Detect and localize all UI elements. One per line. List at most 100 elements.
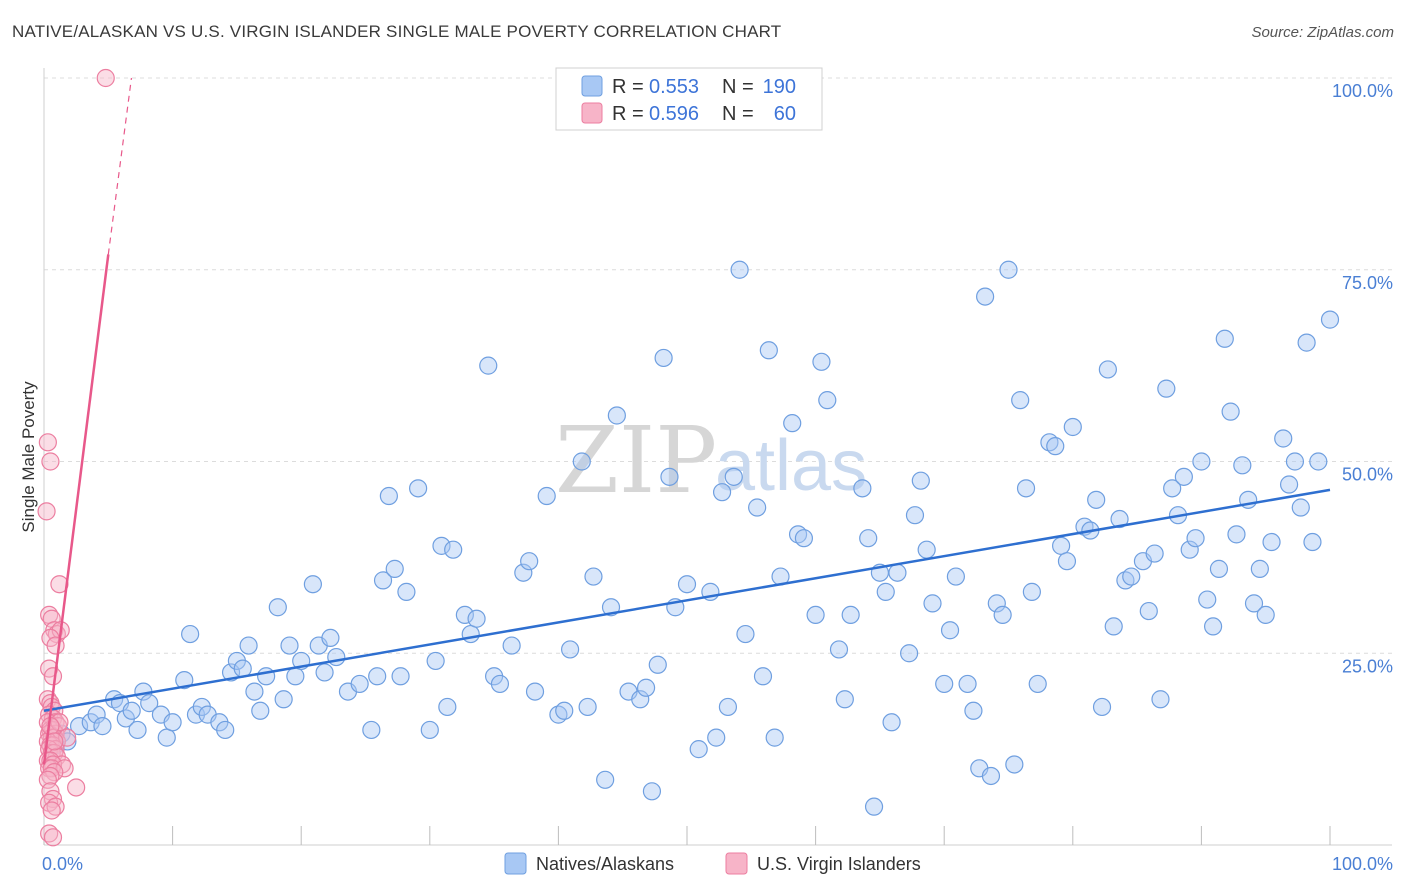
native-point-108 bbox=[859, 529, 878, 548]
native-point-27 bbox=[239, 636, 258, 655]
native-point-103 bbox=[818, 391, 837, 410]
native-point-70 bbox=[572, 452, 591, 471]
virgin-point-52 bbox=[42, 801, 61, 820]
native-point-6 bbox=[93, 717, 112, 736]
native-point-10 bbox=[122, 701, 141, 720]
native-point-107 bbox=[853, 479, 872, 498]
native-point-42 bbox=[350, 674, 369, 694]
native-point-54 bbox=[438, 697, 457, 717]
native-point-48 bbox=[391, 667, 410, 686]
native-point-94 bbox=[753, 667, 773, 686]
virgin-point-1 bbox=[41, 452, 60, 471]
native-point-175 bbox=[1291, 498, 1310, 517]
legend-swatch-pink bbox=[581, 102, 603, 124]
native-point-31 bbox=[268, 598, 287, 617]
native-point-170 bbox=[1256, 605, 1275, 625]
native-point-62 bbox=[502, 636, 521, 655]
native-point-136 bbox=[1046, 437, 1065, 456]
native-point-79 bbox=[642, 782, 662, 801]
native-point-169 bbox=[1250, 559, 1269, 578]
legend-r-label-2: R = bbox=[612, 103, 644, 125]
native-point-133 bbox=[1022, 582, 1041, 601]
native-point-29 bbox=[251, 701, 270, 720]
y-tick-label-0: 25.0% bbox=[1342, 656, 1393, 676]
native-point-66 bbox=[537, 486, 556, 506]
native-point-43 bbox=[362, 720, 381, 740]
native-point-146 bbox=[1110, 509, 1129, 529]
virgin-point-55 bbox=[96, 68, 115, 88]
native-point-88 bbox=[712, 483, 732, 502]
native-point-176 bbox=[1297, 333, 1316, 352]
native-point-59 bbox=[479, 356, 498, 375]
native-point-68 bbox=[555, 701, 574, 720]
native-point-127 bbox=[987, 594, 1006, 613]
legend-n-value-1: 190 bbox=[763, 76, 796, 98]
native-point-101 bbox=[806, 605, 825, 625]
native-point-118 bbox=[923, 594, 942, 613]
native-point-84 bbox=[677, 575, 697, 594]
native-point-44 bbox=[368, 667, 387, 686]
source-text: Source: ZipAtlas.com bbox=[1251, 24, 1394, 41]
native-point-119 bbox=[935, 674, 954, 694]
native-point-139 bbox=[1063, 417, 1082, 437]
trend-lines bbox=[42, 77, 1331, 765]
native-point-23 bbox=[216, 720, 235, 740]
legend-r-value-2: 0.596 bbox=[649, 103, 699, 125]
series-natives-alaskans bbox=[46, 260, 1340, 816]
virgin-point-2 bbox=[37, 502, 56, 521]
native-point-11 bbox=[128, 720, 147, 740]
native-point-130 bbox=[1005, 755, 1024, 774]
virgin-point-47 bbox=[67, 778, 86, 797]
native-point-51 bbox=[420, 720, 439, 740]
native-point-117 bbox=[917, 540, 936, 559]
natives-trend-line bbox=[43, 488, 1331, 713]
native-point-142 bbox=[1087, 490, 1106, 509]
native-point-172 bbox=[1274, 429, 1293, 448]
legend-swatch-blue bbox=[581, 75, 603, 97]
native-point-128 bbox=[993, 605, 1012, 625]
native-point-178 bbox=[1309, 452, 1328, 471]
native-point-36 bbox=[303, 575, 322, 594]
legend-n-label-2: N = bbox=[722, 103, 754, 125]
native-point-144 bbox=[1098, 360, 1117, 379]
native-point-32 bbox=[274, 690, 293, 709]
native-point-61 bbox=[490, 674, 510, 694]
legend-box: R = 0.553 N = 190 R = 0.596 N = 60 bbox=[555, 67, 823, 131]
virgin-point-46 bbox=[38, 770, 57, 789]
native-point-52 bbox=[426, 651, 445, 671]
native-point-28 bbox=[245, 682, 264, 701]
native-point-157 bbox=[1180, 540, 1199, 559]
x-tick-label-start: 0.0% bbox=[42, 854, 83, 874]
native-point-47 bbox=[385, 559, 404, 578]
native-point-143 bbox=[1092, 697, 1112, 717]
native-point-38 bbox=[315, 663, 334, 682]
native-point-40 bbox=[327, 647, 346, 667]
virgin-trend-extension bbox=[107, 77, 133, 255]
native-point-163 bbox=[1215, 329, 1234, 348]
native-point-100 bbox=[794, 529, 814, 548]
native-point-174 bbox=[1285, 452, 1305, 471]
native-point-179 bbox=[1320, 310, 1340, 329]
native-point-106 bbox=[841, 605, 860, 625]
native-point-64 bbox=[520, 552, 539, 571]
native-point-75 bbox=[607, 406, 626, 425]
native-point-145 bbox=[1104, 617, 1123, 636]
grid-layer bbox=[44, 77, 1392, 654]
native-point-132 bbox=[1016, 479, 1036, 498]
native-point-153 bbox=[1157, 379, 1176, 398]
chart-title: NATIVE/ALASKAN VS U.S. VIRGIN ISLANDER S… bbox=[12, 22, 782, 41]
native-point-164 bbox=[1221, 402, 1240, 421]
native-point-156 bbox=[1174, 467, 1193, 486]
native-point-71 bbox=[578, 697, 597, 717]
native-point-151 bbox=[1145, 544, 1164, 563]
axes-layer: 25.0% 50.0% 75.0% 100.0% 0.0% 100.0% bbox=[42, 68, 1393, 874]
native-point-148 bbox=[1122, 567, 1141, 586]
native-point-92 bbox=[736, 624, 755, 644]
native-point-16 bbox=[163, 713, 182, 732]
native-point-90 bbox=[724, 467, 743, 486]
native-point-34 bbox=[286, 667, 305, 686]
native-point-126 bbox=[981, 766, 1001, 786]
native-point-104 bbox=[829, 640, 849, 659]
virgin-point-0 bbox=[38, 433, 57, 452]
watermark-zip: ZIP bbox=[555, 407, 717, 514]
